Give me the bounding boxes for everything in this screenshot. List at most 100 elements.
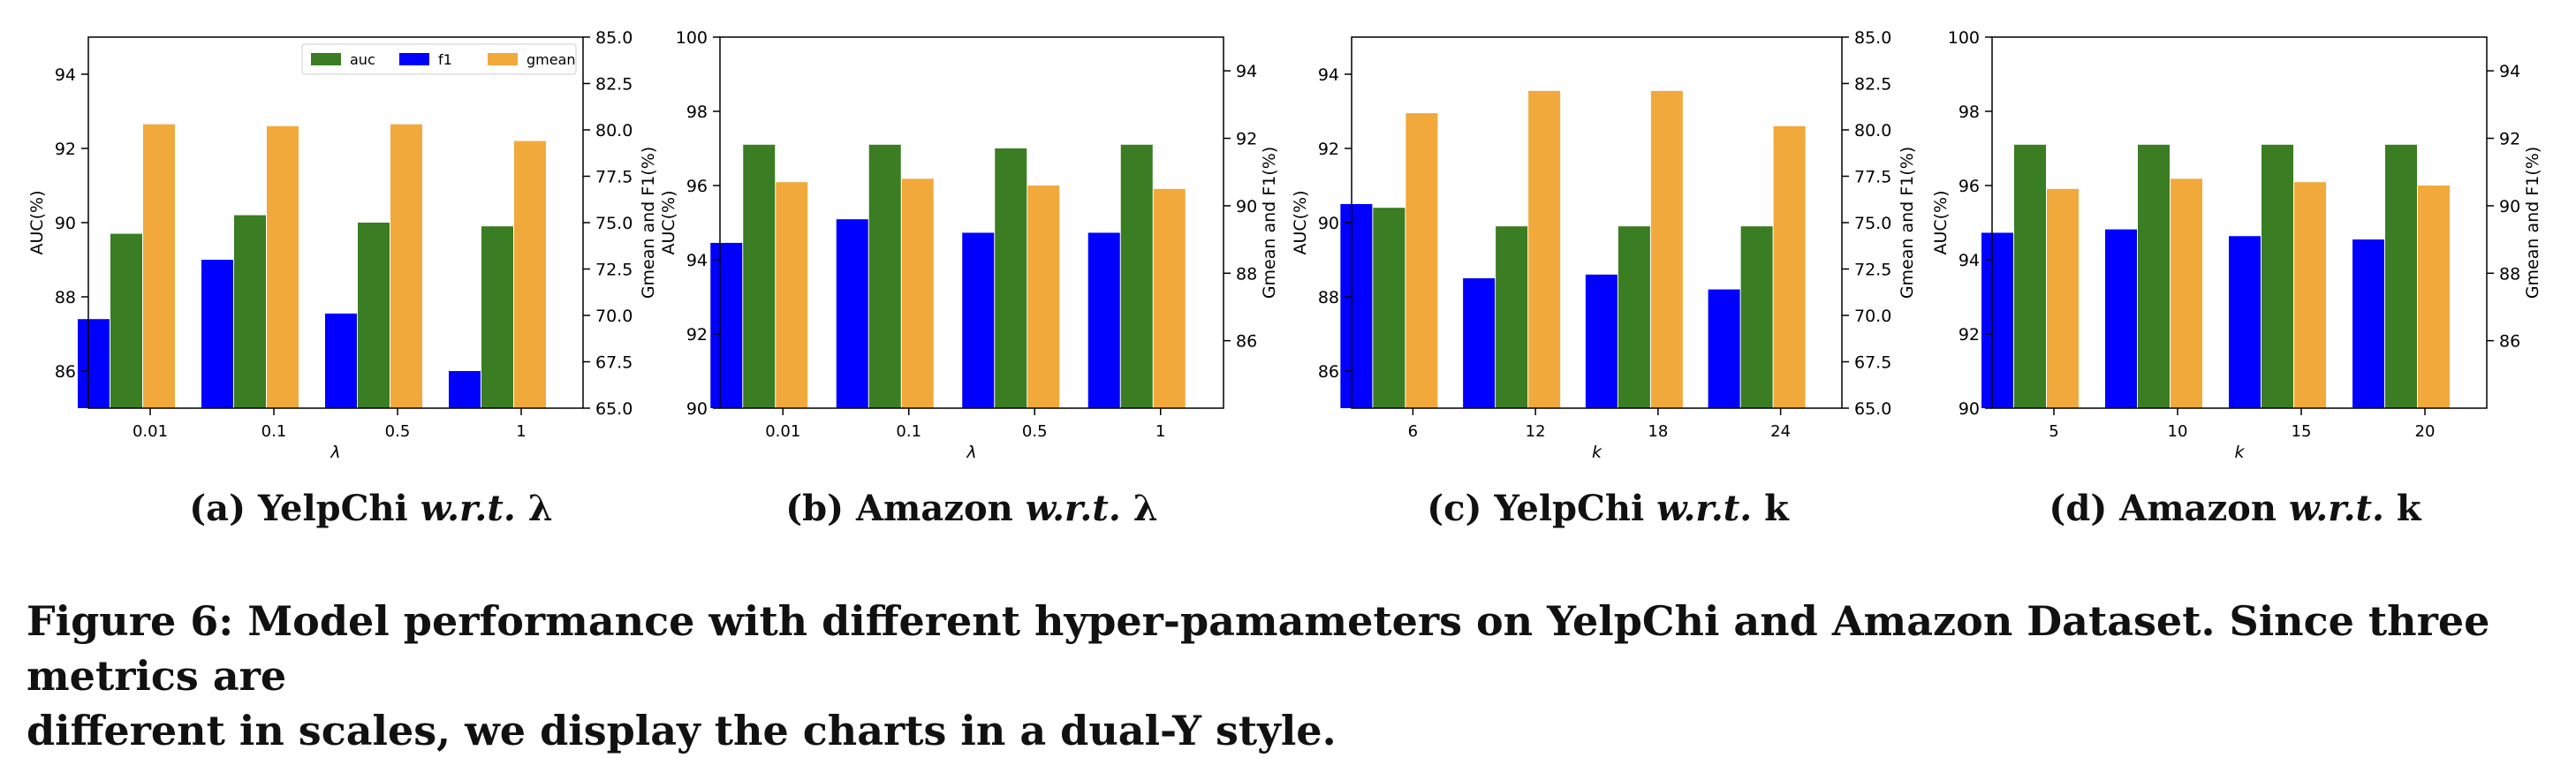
y-left-axis-label: AUC(%) <box>1931 190 1951 254</box>
bar-f1-1 <box>1087 232 1120 408</box>
y-left-tick-label: 90 <box>686 399 708 419</box>
figure-charts: 0.01 0.1 0.5 1868890929465.067.570.072.575.… <box>27 28 2542 462</box>
y-left-tick-label: 98 <box>686 102 708 122</box>
bar-f1-0.5 <box>962 232 995 408</box>
bar-f1-0.5 <box>325 313 357 408</box>
x-tick-label: 18 <box>1648 422 1668 441</box>
subcaption-a: (a) YelpChi w.r.t. λ <box>189 488 553 529</box>
bar-gmean-15 <box>2294 182 2326 408</box>
legend-swatch-f1 <box>399 53 429 65</box>
bar-auc-0.5 <box>995 148 1027 408</box>
y-right-tick-label: 70.0 <box>595 307 633 326</box>
bar-gmean-1 <box>1153 188 1186 408</box>
x-tick-label: 0.5 <box>385 422 411 441</box>
y-left-tick-label: 92 <box>1318 140 1339 159</box>
y-right-tick-label: 90 <box>2499 197 2520 216</box>
y-left-tick-label: 100 <box>1948 28 1980 48</box>
y-right-tick-label: 77.5 <box>1854 168 1891 187</box>
bar-f1-10 <box>2105 229 2137 408</box>
y-right-tick-label: 88 <box>2499 264 2520 284</box>
plot-frame <box>1991 36 2488 409</box>
y-right-tick-label: 72.5 <box>1854 261 1891 280</box>
bar-gmean-1 <box>514 140 546 408</box>
y-right-axis-label: Gmean and F1(%) <box>1260 147 1279 299</box>
bar-auc-10 <box>2138 144 2170 409</box>
legend-swatch-auc <box>311 53 341 65</box>
bar-auc-0.1 <box>868 144 901 409</box>
y-right-tick-label: 77.5 <box>595 168 633 187</box>
figure-caption: Figure 6: Model performance with differe… <box>27 594 2553 758</box>
bar-f1-5 <box>1981 232 2013 408</box>
bar-gmean-24 <box>1773 125 1806 409</box>
x-tick-label: 24 <box>1770 422 1791 441</box>
y-left-tick-label: 94 <box>686 251 708 270</box>
y-right-tick-label: 88 <box>1236 264 1257 284</box>
y-left-tick-label: 90 <box>1318 214 1339 233</box>
y-right-tick-label: 80.0 <box>595 121 633 140</box>
bar-f1-1 <box>449 371 481 408</box>
x-axis-label: k <box>2234 443 2245 462</box>
y-right-axis-label: Gmean and F1(%) <box>1898 147 1917 299</box>
bar-f1-0.1 <box>201 260 233 408</box>
x-tick-label: 5 <box>2049 422 2058 441</box>
y-right-tick-label: 85.0 <box>595 28 633 48</box>
subcaption-c: (c) YelpChi w.r.t. k <box>1427 488 1789 529</box>
y-right-tick-label: 94 <box>2499 62 2520 81</box>
bar-gmean-0.1 <box>267 125 299 409</box>
x-tick-label: 0.1 <box>261 422 287 441</box>
x-tick-label: 6 <box>1408 422 1418 441</box>
subcaption-b: (b) Amazon w.r.t. λ <box>785 488 1158 529</box>
bar-f1-0.1 <box>836 219 868 408</box>
bar-gmean-0.1 <box>901 178 934 408</box>
y-right-tick-label: 82.5 <box>595 75 633 95</box>
y-left-tick-label: 90 <box>1959 399 1980 419</box>
bar-f1-15 <box>2229 236 2261 408</box>
y-right-tick-label: 70.0 <box>1854 307 1891 326</box>
x-tick-label: 0.1 <box>896 422 921 441</box>
figure-caption-line-1: Figure 6: Model performance with differe… <box>27 597 2490 700</box>
x-tick-label: 12 <box>1526 422 1546 441</box>
bar-gmean-20 <box>2418 186 2450 408</box>
x-tick-label: 1 <box>516 422 526 441</box>
legend-box <box>301 43 577 75</box>
bar-auc-5 <box>2014 144 2046 409</box>
y-left-axis-label: AUC(%) <box>659 190 678 254</box>
bar-gmean-0.01 <box>776 182 808 408</box>
y-right-tick-label: 65.0 <box>595 399 633 419</box>
y-right-tick-label: 72.5 <box>595 261 633 280</box>
bar-gmean-0.5 <box>390 124 422 408</box>
bar-gmean-0.01 <box>143 124 175 408</box>
legend-swatch-gmean <box>488 53 518 65</box>
bar-f1-20 <box>2352 239 2384 408</box>
y-left-tick-label: 96 <box>1959 177 1980 196</box>
bar-f1-0.01 <box>78 319 110 408</box>
bar-f1-6 <box>1340 204 1373 408</box>
bar-gmean-18 <box>1650 90 1683 409</box>
y-right-tick-label: 90 <box>1236 197 1257 216</box>
y-right-tick-label: 86 <box>2499 332 2520 352</box>
plot-frame <box>719 36 1224 409</box>
x-tick-label: 0.01 <box>133 422 168 441</box>
x-axis-label: k <box>1592 443 1602 462</box>
y-left-tick-label: 94 <box>55 65 76 85</box>
x-tick-label: 10 <box>2168 422 2188 441</box>
y-left-tick-label: 92 <box>1959 325 1980 345</box>
bar-f1-12 <box>1463 278 1496 408</box>
y-right-tick-label: 92 <box>1236 130 1257 149</box>
y-left-tick-label: 96 <box>686 177 708 196</box>
y-right-axis-label: Gmean and F1(%) <box>639 147 658 299</box>
y-right-tick-label: 80.0 <box>1854 121 1891 140</box>
bar-gmean-6 <box>1405 113 1438 408</box>
y-right-axis-label: Gmean and F1(%) <box>2523 147 2542 299</box>
bar-auc-0.5 <box>358 223 390 408</box>
y-left-tick-label: 88 <box>55 288 76 307</box>
y-right-tick-label: 75.0 <box>1854 214 1891 233</box>
y-right-tick-label: 85.0 <box>1854 28 1891 48</box>
y-right-tick-label: 86 <box>1236 332 1257 352</box>
x-tick-label: 15 <box>2292 422 2312 441</box>
bar-auc-20 <box>2385 144 2417 409</box>
bar-auc-6 <box>1373 208 1405 408</box>
bar-f1-18 <box>1585 274 1618 408</box>
bar-auc-12 <box>1496 226 1528 408</box>
bar-auc-18 <box>1618 226 1650 408</box>
